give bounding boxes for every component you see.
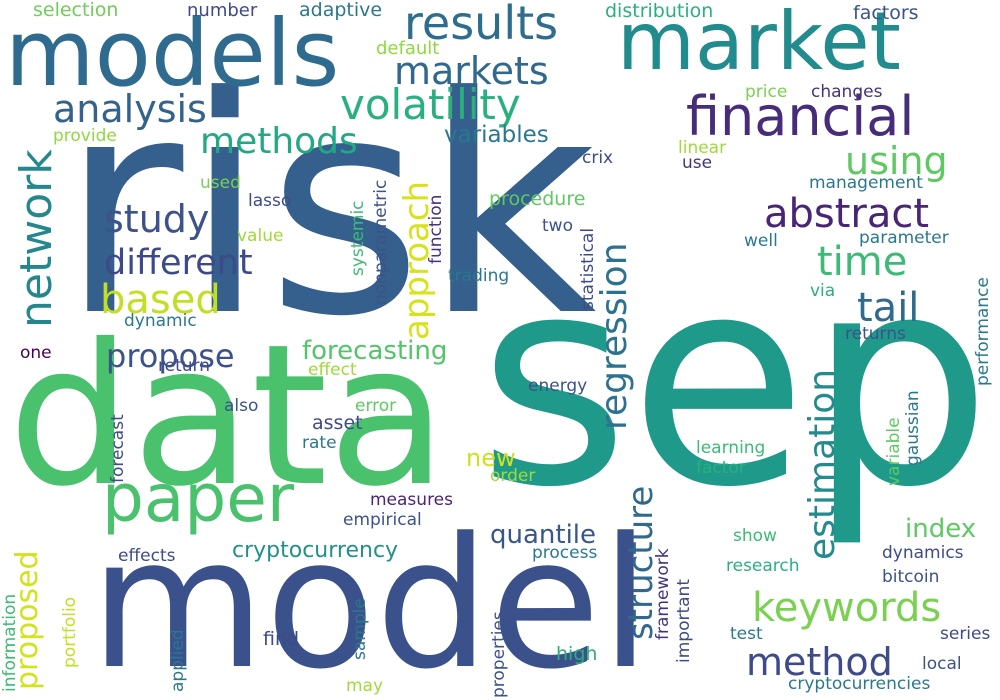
word-analysis: analysis	[53, 87, 207, 131]
word-return: return	[158, 356, 210, 376]
word-model: model	[90, 500, 651, 700]
word-used: used	[200, 173, 241, 193]
word-estimation: estimation	[802, 368, 843, 560]
word-dynamics: dynamics	[882, 543, 964, 563]
word-price: price	[745, 82, 788, 102]
word-use: use	[682, 153, 713, 173]
word-parameter: parameter	[859, 228, 949, 248]
word-cryptocurrencies: cryptocurrencies	[788, 674, 931, 694]
word-models: models	[5, 0, 340, 107]
word-high: high	[556, 643, 598, 665]
word-effect: effect	[308, 360, 357, 380]
word-one: one	[20, 343, 52, 363]
word-management: management	[809, 173, 923, 193]
word-tail: tail	[857, 285, 920, 331]
word-show: show	[733, 526, 777, 546]
word-sample: sample	[350, 598, 370, 660]
word-learning: learning	[696, 438, 766, 458]
word-also: also	[224, 396, 259, 416]
word-time: time	[817, 239, 908, 285]
word-study: study	[104, 197, 210, 241]
word-statistical: statistical	[578, 227, 598, 310]
word-volatility: volatility	[340, 80, 521, 129]
word-default: default	[376, 38, 440, 59]
word-performance: performance	[973, 277, 993, 386]
word-energy: energy	[528, 376, 588, 396]
word-two: two	[542, 216, 573, 236]
word-adaptive: adaptive	[299, 0, 383, 21]
word-test: test	[730, 624, 763, 644]
word-paper: paper	[102, 460, 294, 537]
word-regression: regression	[594, 242, 635, 430]
word-trading: trading	[448, 266, 510, 286]
word-effects: effects	[118, 546, 176, 566]
word-methods: methods	[200, 121, 358, 162]
word-bitcoin: bitcoin	[882, 567, 940, 587]
word-method: method	[746, 640, 893, 684]
word-information: information	[0, 593, 20, 692]
word-via: via	[810, 281, 836, 301]
word-markets: markets	[394, 49, 549, 93]
word-portfolio: portfolio	[60, 596, 80, 668]
word-results: results	[404, 0, 559, 50]
word-important: important	[674, 579, 694, 663]
word-index: index	[905, 514, 977, 544]
word-well: well	[744, 231, 778, 251]
word-error: error	[355, 396, 397, 416]
word-sep: sep	[478, 214, 992, 551]
word-applied: applied	[168, 629, 188, 692]
word-new: new	[466, 444, 516, 472]
word-financial: financial	[686, 85, 915, 148]
word-crix: crix	[582, 148, 614, 168]
word-market: market	[617, 0, 901, 88]
word-using: using	[845, 139, 948, 183]
word-systemic: systemic	[348, 200, 368, 276]
word-different: different	[104, 243, 253, 283]
word-gaussian: gaussian	[903, 390, 923, 466]
word-risk: risk	[60, 33, 597, 382]
word-returns: returns	[845, 324, 906, 344]
word-procedure: procedure	[489, 188, 586, 210]
word-series: series	[940, 624, 991, 644]
word-local: local	[922, 654, 962, 674]
word-keywords: keywords	[752, 585, 942, 631]
word-changes: changes	[811, 82, 883, 102]
word-framework: framework	[653, 548, 673, 640]
word-measures: measures	[370, 490, 453, 510]
word-may: may	[346, 676, 384, 696]
word-variable: variable	[884, 417, 904, 486]
word-order: order	[490, 466, 536, 486]
word-nonparametric: nonparametric	[371, 179, 391, 305]
word-propose: propose	[106, 337, 235, 375]
word-rate: rate	[302, 433, 337, 453]
word-value: value	[237, 226, 284, 246]
word-dynamic: dynamic	[124, 311, 197, 331]
word-based: based	[100, 277, 221, 323]
word-data: data	[8, 302, 448, 529]
word-linear: linear	[678, 138, 727, 158]
word-quantile: quantile	[490, 520, 597, 550]
word-variables: variables	[444, 122, 549, 148]
word-process: process	[532, 543, 598, 563]
word-lasso: lasso	[248, 191, 292, 211]
word-function: function	[426, 194, 446, 264]
word-provide: provide	[53, 126, 117, 146]
word-factor: factor	[696, 458, 746, 478]
word-properties: properties	[489, 611, 509, 698]
word-network: network	[11, 149, 62, 328]
word-find: find	[263, 628, 300, 650]
word-forecasting: forecasting	[302, 336, 448, 366]
word-asset: asset	[312, 412, 363, 434]
word-research: research	[726, 556, 800, 576]
word-number: number	[187, 0, 258, 21]
word-forecast: forecast	[108, 414, 128, 483]
word-selection: selection	[33, 0, 119, 21]
word-distribution: distribution	[605, 0, 714, 22]
word-cryptocurrency: cryptocurrency	[232, 538, 399, 563]
word-abstract: abstract	[764, 191, 930, 237]
word-factors: factors	[853, 2, 919, 24]
word-empirical: empirical	[343, 510, 422, 530]
